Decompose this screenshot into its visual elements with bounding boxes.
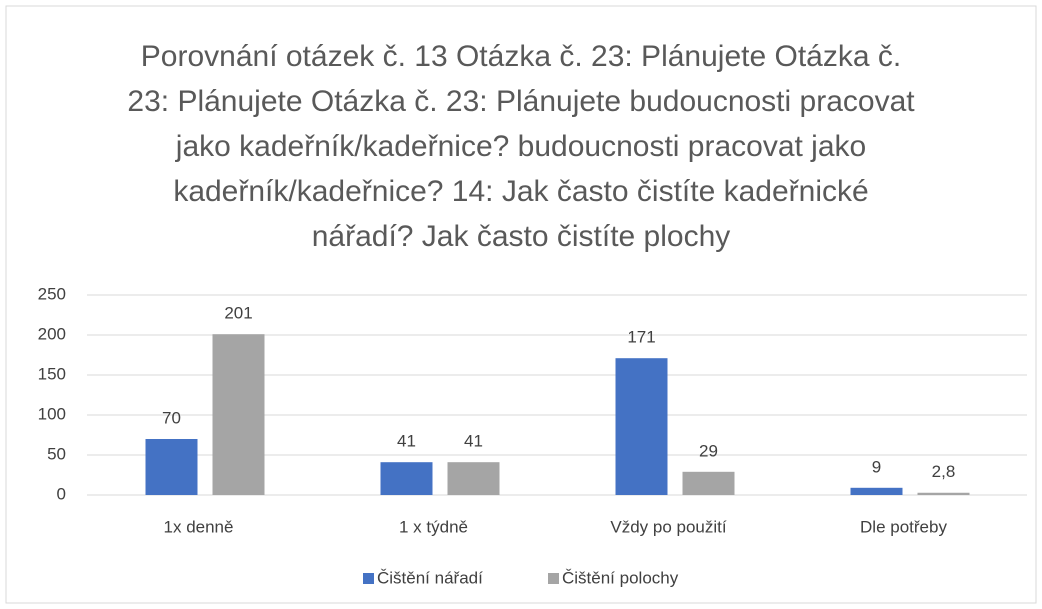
data-label: 2,8 — [932, 462, 956, 481]
bar — [145, 439, 198, 495]
y-tick-label: 200 — [38, 324, 66, 343]
bar — [917, 492, 970, 495]
legend-swatch — [363, 573, 374, 584]
y-tick-label: 100 — [38, 404, 66, 423]
data-label: 171 — [627, 328, 655, 347]
legend-swatch — [548, 573, 559, 584]
y-tick-label: 250 — [38, 284, 66, 303]
y-tick-label: 0 — [57, 484, 66, 503]
x-tick-label: 1x denně — [164, 517, 234, 536]
legend-label: Čištění polochy — [562, 568, 679, 587]
bar — [682, 471, 735, 495]
legend-label: Čištění nářadí — [377, 568, 483, 587]
chart-frame — [5, 5, 1037, 604]
bar — [212, 334, 265, 495]
bar — [447, 462, 500, 495]
bar — [850, 487, 903, 495]
y-tick-label: 50 — [47, 444, 66, 463]
x-tick-label: Vždy po použití — [610, 517, 727, 536]
data-label: 9 — [872, 457, 881, 476]
chart-title: Porovnání otázek č. 13 Otázka č. 23: Plá… — [127, 40, 915, 253]
y-tick-label: 150 — [38, 364, 66, 383]
data-label: 41 — [464, 432, 483, 451]
data-label: 29 — [699, 441, 718, 460]
x-tick-label: 1 x týdně — [399, 517, 468, 536]
data-label: 201 — [224, 304, 252, 323]
bar — [380, 462, 433, 495]
bar — [615, 358, 668, 495]
x-tick-label: Dle potřeby — [860, 517, 947, 536]
data-label: 70 — [162, 408, 181, 427]
data-label: 41 — [397, 432, 416, 451]
